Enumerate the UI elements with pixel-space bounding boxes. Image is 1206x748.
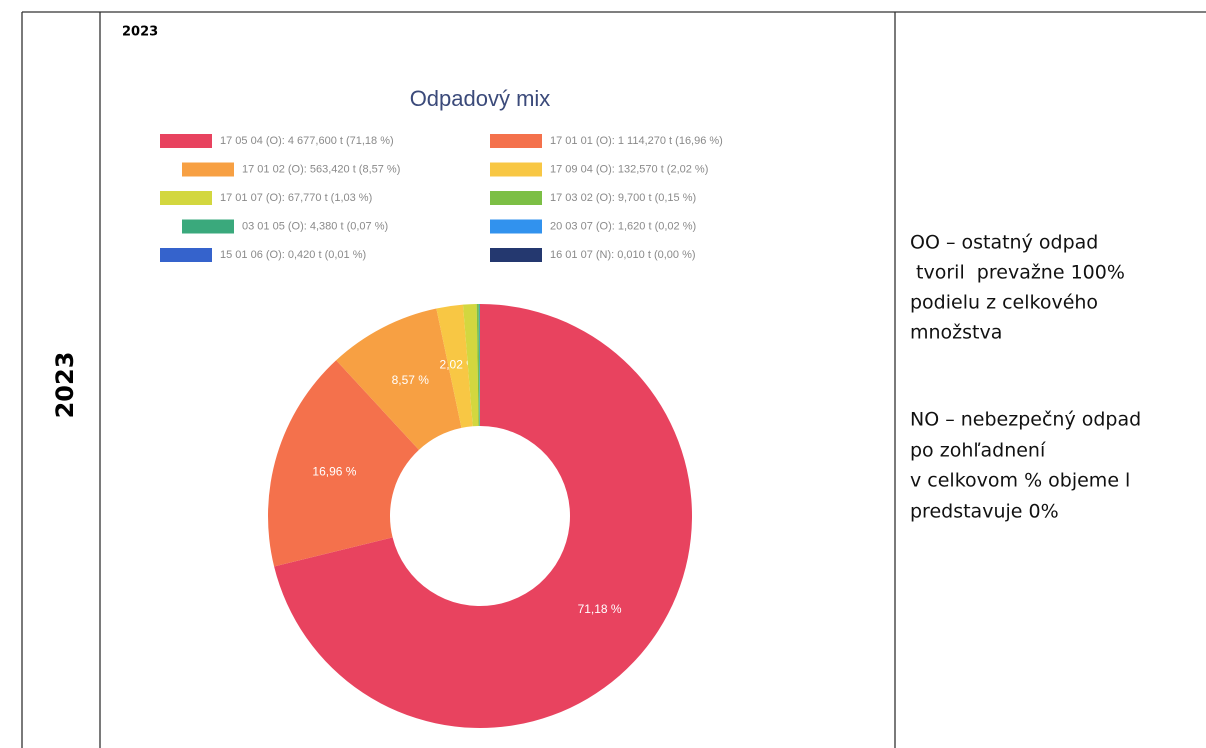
legend-swatch bbox=[490, 191, 542, 205]
donut-slice bbox=[268, 360, 419, 567]
note-line: množstva bbox=[910, 322, 1002, 344]
cell-heading: 2023 bbox=[122, 25, 158, 40]
note-line: v celkovom % objeme l bbox=[910, 470, 1130, 492]
note-line: NO – nebezpečný odpad bbox=[910, 409, 1141, 431]
slice-label: 8,57 % bbox=[392, 373, 430, 387]
legend-label: 03 01 05 (O): 4,380 t (0,07 %) bbox=[242, 220, 388, 232]
note-line: po zohľadnení bbox=[910, 440, 1046, 462]
legend-swatch bbox=[490, 134, 542, 148]
note-line: tvoril prevažne 100% bbox=[910, 262, 1125, 284]
legend-label: 17 05 04 (O): 4 677,600 t (71,18 %) bbox=[220, 135, 394, 147]
donut-slice bbox=[478, 304, 480, 427]
slice-label: 71,18 % bbox=[578, 602, 622, 616]
legend-swatch bbox=[160, 191, 212, 205]
legend-swatch bbox=[182, 162, 234, 177]
legend-label: 17 03 02 (O): 9,700 t (0,15 %) bbox=[550, 192, 696, 204]
legend-label: 17 01 07 (O): 67,770 t (1,03 %) bbox=[220, 192, 372, 204]
donut-slice bbox=[336, 308, 462, 450]
donut-slice bbox=[436, 304, 473, 428]
slice-label: 16,96 % bbox=[312, 464, 356, 478]
note-line: OO – ostatný odpad bbox=[910, 232, 1098, 254]
legend-label: 15 01 06 (O): 0,420 t (0,01 %) bbox=[220, 249, 366, 261]
donut-slice bbox=[274, 304, 692, 729]
legend-swatch bbox=[490, 162, 542, 177]
legend-label: 17 01 02 (O): 563,420 t (8,57 %) bbox=[242, 163, 400, 175]
legend-label: 16 01 07 (N): 0,010 t (0,00 %) bbox=[550, 249, 696, 261]
note-line: predstavuje 0% bbox=[910, 501, 1059, 523]
legend-swatch bbox=[182, 219, 234, 234]
legend-swatch bbox=[490, 219, 542, 234]
legend-label: 20 03 07 (O): 1,620 t (0,02 %) bbox=[550, 220, 696, 232]
donut-slice bbox=[462, 304, 479, 427]
row-label: 2023 bbox=[51, 352, 79, 419]
legend-swatch bbox=[160, 134, 212, 148]
note-line: podielu z celkového bbox=[910, 292, 1098, 314]
chart-title: Odpadový mix bbox=[410, 86, 551, 111]
donut-slice bbox=[476, 304, 480, 427]
legend-swatch bbox=[160, 248, 212, 262]
legend-label: 17 01 01 (O): 1 114,270 t (16,96 %) bbox=[550, 135, 723, 147]
legend-label: 17 09 04 (O): 132,570 t (2,02 %) bbox=[550, 163, 708, 175]
legend-swatch bbox=[490, 248, 542, 262]
